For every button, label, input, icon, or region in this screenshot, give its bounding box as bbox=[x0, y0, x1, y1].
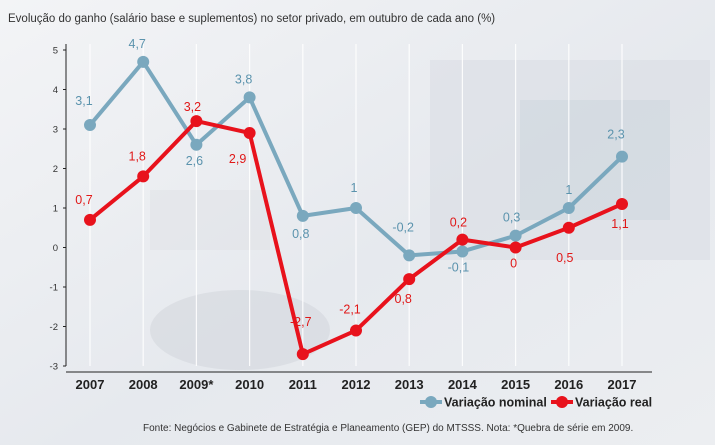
data-label: 3,1 bbox=[75, 94, 92, 108]
data-label: 0,3 bbox=[503, 211, 520, 225]
series-real bbox=[84, 115, 628, 361]
legend: Variação nominal Variação real bbox=[420, 396, 652, 410]
bg-arm-shape bbox=[150, 190, 270, 250]
y-tick-label: 1 bbox=[53, 204, 58, 215]
x-tick-label: 2013 bbox=[395, 377, 424, 392]
data-point bbox=[243, 126, 256, 139]
x-tick-label: 2015 bbox=[501, 377, 530, 392]
data-label: 2,9 bbox=[229, 152, 246, 166]
data-point bbox=[350, 324, 362, 337]
y-tick-label: -3 bbox=[50, 362, 58, 373]
legend-swatch-dot bbox=[425, 396, 437, 408]
y-tick-label: 0 bbox=[53, 243, 58, 254]
data-label: -2,1 bbox=[339, 302, 361, 316]
data-point bbox=[296, 348, 309, 361]
x-tick-label: 2010 bbox=[235, 377, 264, 392]
data-label: 2,6 bbox=[186, 154, 203, 168]
data-point bbox=[84, 119, 96, 132]
data-point bbox=[616, 150, 628, 163]
data-label: 4,7 bbox=[129, 37, 146, 51]
data-point bbox=[562, 221, 575, 234]
data-point bbox=[456, 245, 469, 258]
legend-item-real: Variação real bbox=[551, 396, 652, 410]
bg-hand-shape bbox=[150, 290, 330, 370]
data-label: 1 bbox=[351, 181, 358, 195]
x-tick-label: 2017 bbox=[608, 377, 637, 392]
y-tick-label: 2 bbox=[53, 164, 58, 175]
data-point bbox=[137, 170, 150, 183]
data-label: 0 bbox=[510, 257, 517, 271]
y-tick-label: -1 bbox=[50, 283, 58, 294]
x-tick-label: 2007 bbox=[76, 377, 105, 392]
data-point bbox=[190, 115, 203, 128]
x-tick-label: 2014 bbox=[448, 377, 478, 392]
chart-title: Evolução do ganho (salário base e suplem… bbox=[8, 13, 495, 25]
data-point bbox=[562, 202, 575, 214]
series-nominal bbox=[84, 55, 628, 262]
data-label: -0,2 bbox=[392, 220, 414, 234]
series bbox=[84, 55, 628, 361]
x-tick-label: 2009* bbox=[179, 377, 214, 392]
data-point bbox=[296, 209, 309, 222]
data-point bbox=[137, 55, 150, 68]
axes: -3 -2 -1 0 1 2 3 4 5 2007 2008 2009* 2010 2011 2012 201… bbox=[50, 44, 652, 392]
legend-swatch-dot bbox=[556, 396, 568, 408]
data-label: 0,8 bbox=[292, 227, 309, 241]
data-label: 1,8 bbox=[129, 149, 146, 163]
data-point bbox=[509, 229, 522, 242]
data-point bbox=[456, 233, 469, 246]
legend-label: Variação nominal bbox=[444, 396, 547, 410]
y-tick-label: -2 bbox=[50, 322, 58, 333]
x-tick-label: 2016 bbox=[554, 377, 583, 392]
y-tick-label: 4 bbox=[53, 85, 58, 96]
legend-item-nominal: Variação nominal bbox=[420, 396, 547, 410]
data-point bbox=[243, 91, 256, 104]
bg-screen-shape bbox=[520, 100, 670, 220]
data-point bbox=[84, 213, 96, 226]
data-label: 1,1 bbox=[611, 217, 628, 231]
data-label: 1 bbox=[565, 183, 572, 197]
data-point bbox=[403, 249, 416, 262]
x-tick-label: 2008 bbox=[129, 377, 158, 392]
data-labels: 3,1 4,7 2,6 3,8 0,8 1 -0,2 -0,1 0,3 1 2,3 0,7 1,8 3,2… bbox=[75, 37, 628, 329]
data-point bbox=[350, 202, 362, 214]
data-label: 0,5 bbox=[556, 251, 573, 265]
data-point bbox=[403, 273, 416, 286]
data-label: 2,3 bbox=[607, 128, 624, 142]
data-point bbox=[509, 241, 522, 254]
data-point bbox=[190, 138, 203, 151]
data-label: -2,7 bbox=[290, 315, 312, 329]
data-label: 0,7 bbox=[75, 193, 92, 207]
data-label: 3,8 bbox=[235, 72, 252, 86]
x-tick-label: 2011 bbox=[289, 377, 317, 392]
data-label: -0,1 bbox=[448, 260, 470, 274]
legend-label: Variação real bbox=[575, 396, 652, 410]
data-label: 3,2 bbox=[184, 100, 201, 114]
x-tick-label: 2012 bbox=[342, 377, 371, 392]
source-note: Fonte: Negócios e Gabinete de Estratégia… bbox=[143, 423, 633, 434]
data-label: 0,8 bbox=[395, 292, 412, 306]
y-tick-label: 3 bbox=[53, 125, 58, 136]
data-label: 0,2 bbox=[450, 216, 467, 230]
data-point bbox=[616, 198, 628, 211]
y-tick-label: 5 bbox=[53, 46, 58, 57]
